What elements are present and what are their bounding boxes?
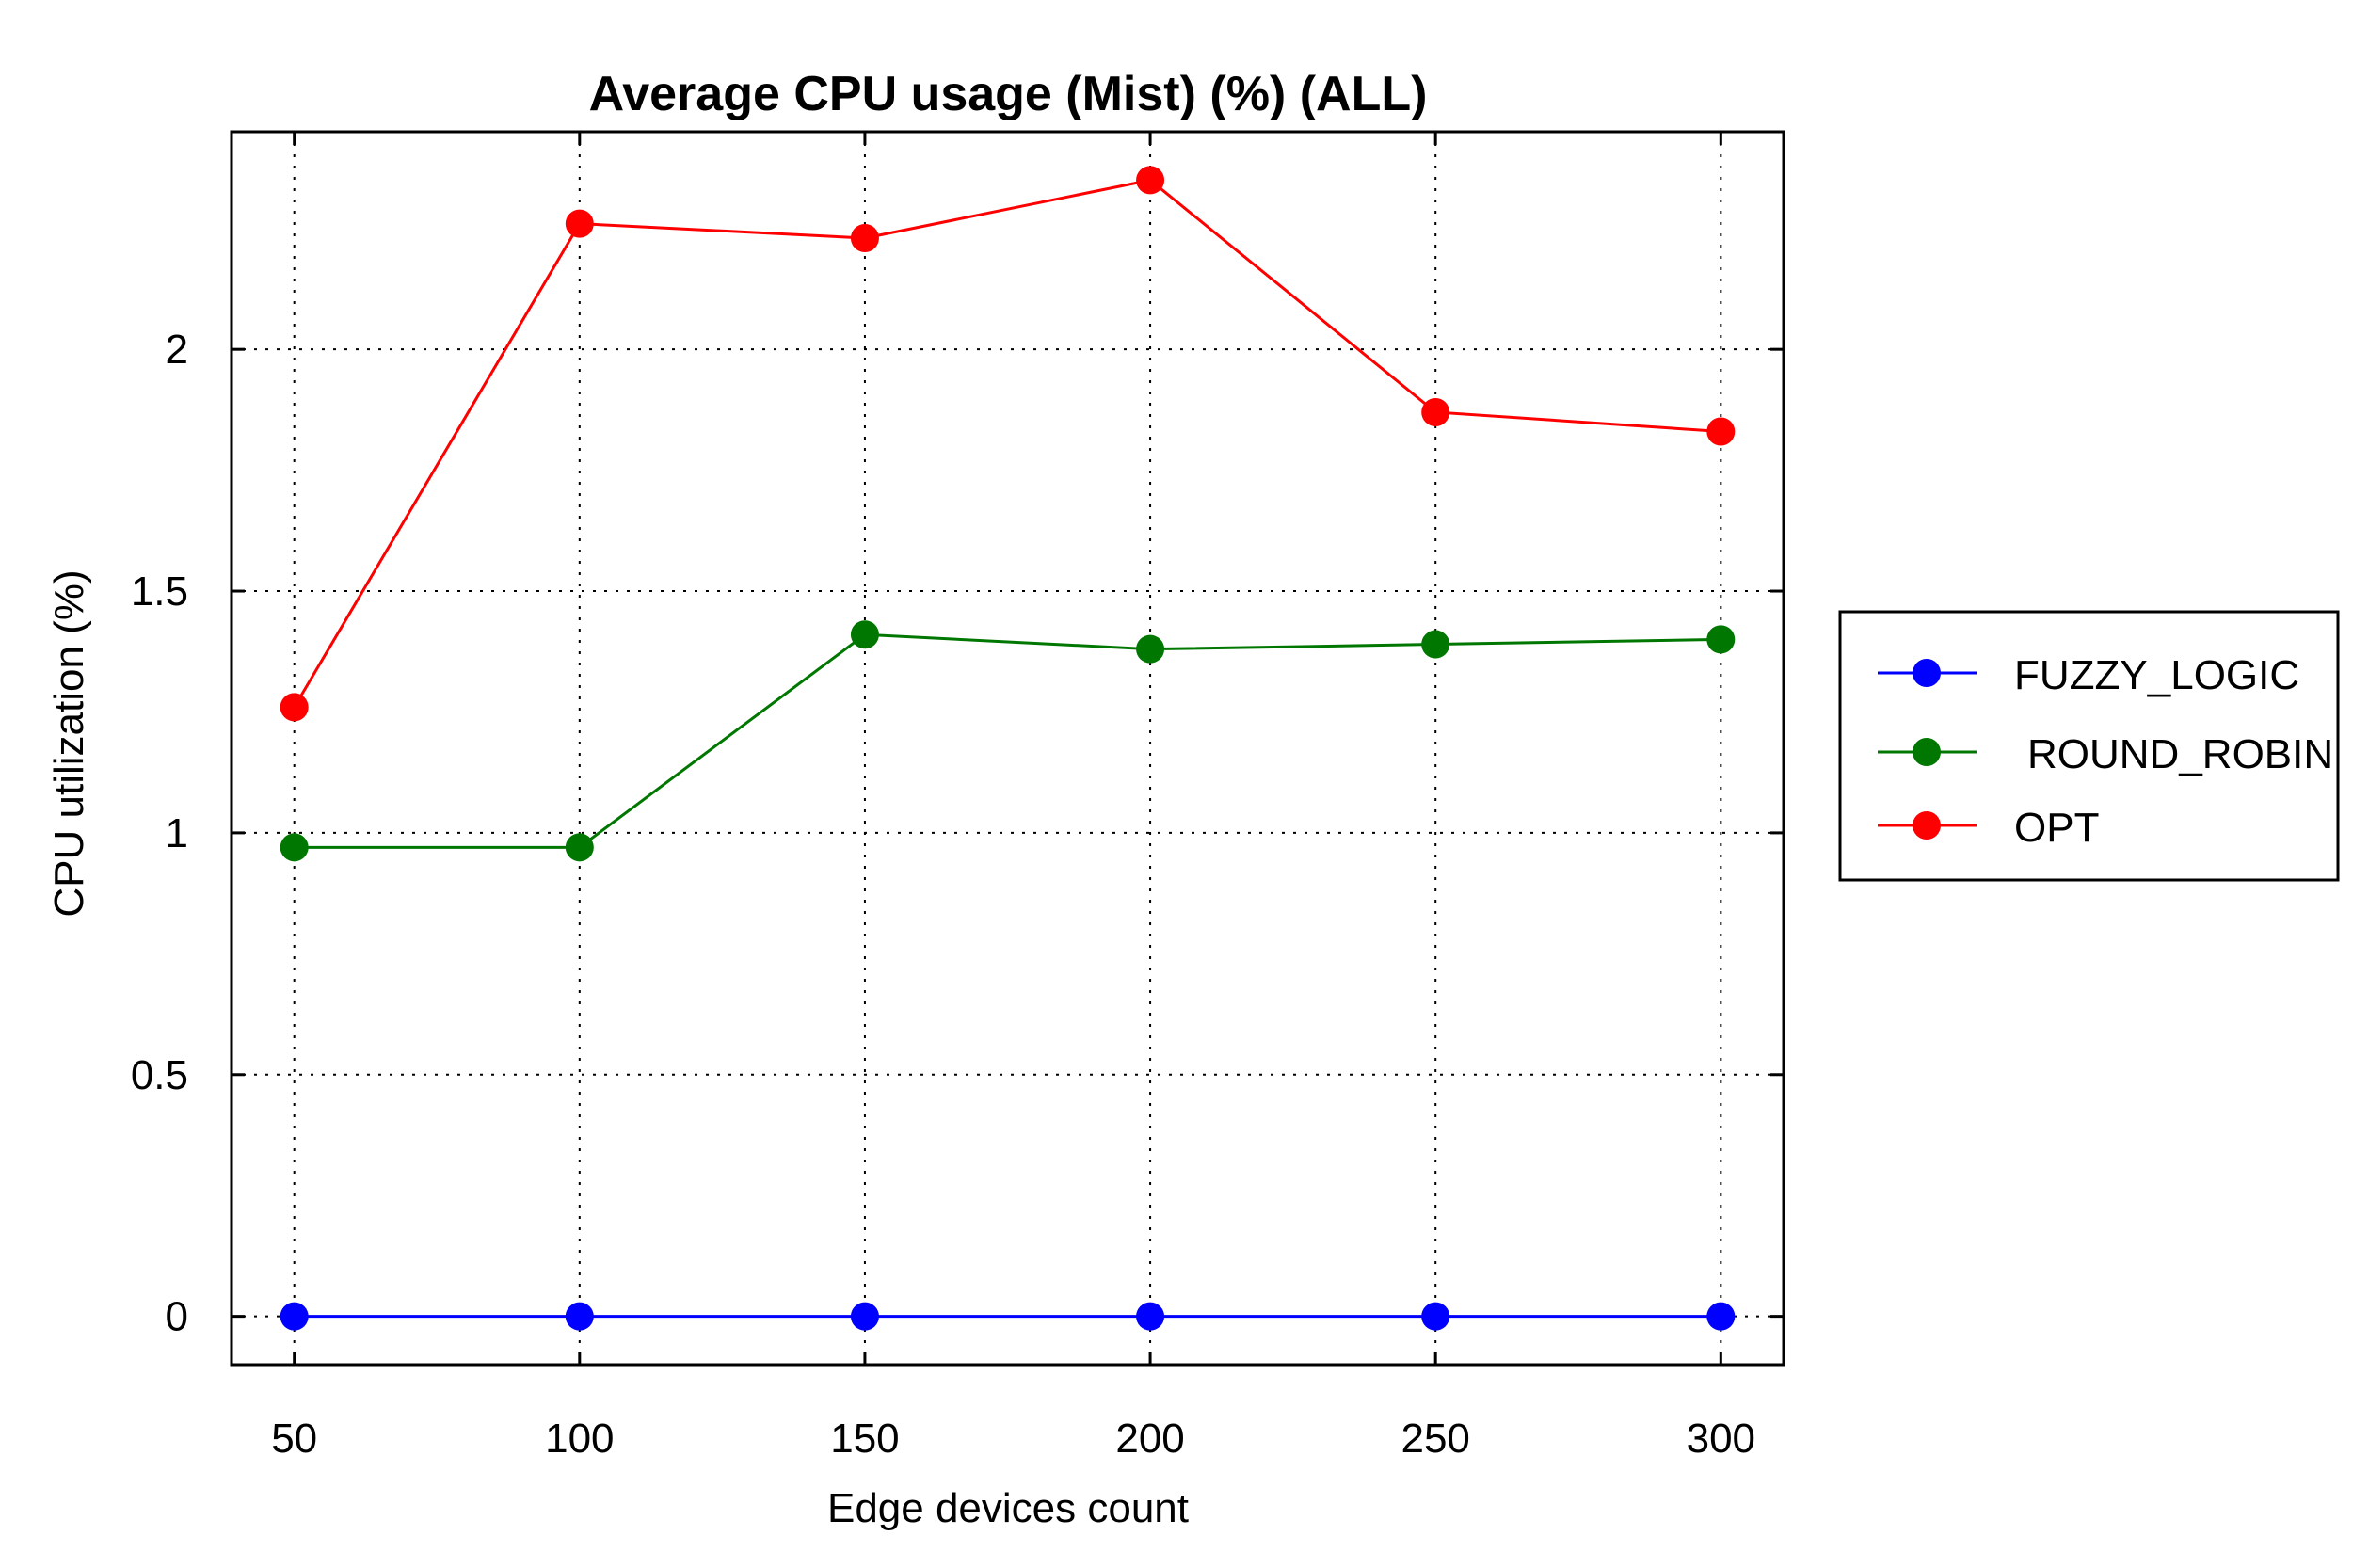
legend-marker-fuzzy-logic — [1913, 659, 1941, 687]
legend-marker-round-robin — [1913, 738, 1941, 766]
legend-marker-opt — [1913, 811, 1941, 840]
data-point-opt — [1421, 397, 1450, 426]
series-line-round-robin — [294, 632, 1721, 849]
data-point-fuzzy-logic — [1706, 1302, 1736, 1331]
data-point-opt — [1136, 166, 1165, 195]
x-tick-label: 50 — [271, 1416, 317, 1462]
x-tick-label: 250 — [1401, 1416, 1469, 1462]
data-point-opt — [565, 209, 594, 238]
x-tick-label: 150 — [830, 1416, 899, 1462]
x-tick-label: 200 — [1115, 1416, 1184, 1462]
data-point-round-robin — [1706, 625, 1736, 654]
y-tick-label: 2 — [166, 327, 188, 373]
x-tick-label: 100 — [545, 1416, 614, 1462]
axis-ticks: 50 100 150 200 250 300 0 0.5 1 1.5 2 — [131, 132, 1784, 1462]
plot-area-frame — [230, 130, 1785, 1367]
data-point-round-robin — [280, 833, 309, 862]
y-tick-label: 1 — [166, 810, 188, 856]
legend-label-round-robin: ROUND_ROBIN — [2027, 731, 2333, 777]
data-point-fuzzy-logic — [565, 1302, 594, 1331]
data-point-opt — [850, 224, 879, 253]
legend-label-fuzzy-logic: FUZZY_LOGIC — [2014, 652, 2299, 698]
y-tick-label: 0 — [166, 1294, 188, 1340]
data-point-round-robin — [1136, 634, 1165, 664]
data-point-fuzzy-logic — [850, 1302, 879, 1331]
y-tick-label: 0.5 — [131, 1052, 188, 1098]
data-point-fuzzy-logic — [280, 1302, 309, 1331]
data-point-fuzzy-logic — [1421, 1302, 1450, 1331]
x-axis-label: Edge devices count — [827, 1485, 1189, 1531]
y-tick-label: 1.5 — [131, 568, 188, 615]
y-axis-label: CPU utilization (%) — [46, 569, 92, 917]
data-point-fuzzy-logic — [1136, 1302, 1165, 1331]
series-line-opt — [293, 178, 1721, 709]
series-layer — [280, 166, 1736, 1331]
chart-title: Average CPU usage (Mist) (%) (ALL) — [589, 67, 1428, 121]
data-point-round-robin — [565, 833, 594, 862]
legend-label-opt: OPT — [2014, 805, 2099, 851]
legend: FUZZY_LOGIC ROUND_ROBIN OPT — [1838, 610, 2340, 882]
data-point-round-robin — [1421, 630, 1450, 659]
data-point-opt — [280, 693, 309, 722]
x-tick-label: 300 — [1687, 1416, 1755, 1462]
data-point-opt — [1706, 417, 1736, 446]
data-point-round-robin — [850, 620, 879, 649]
grid-lines — [232, 132, 1784, 1365]
